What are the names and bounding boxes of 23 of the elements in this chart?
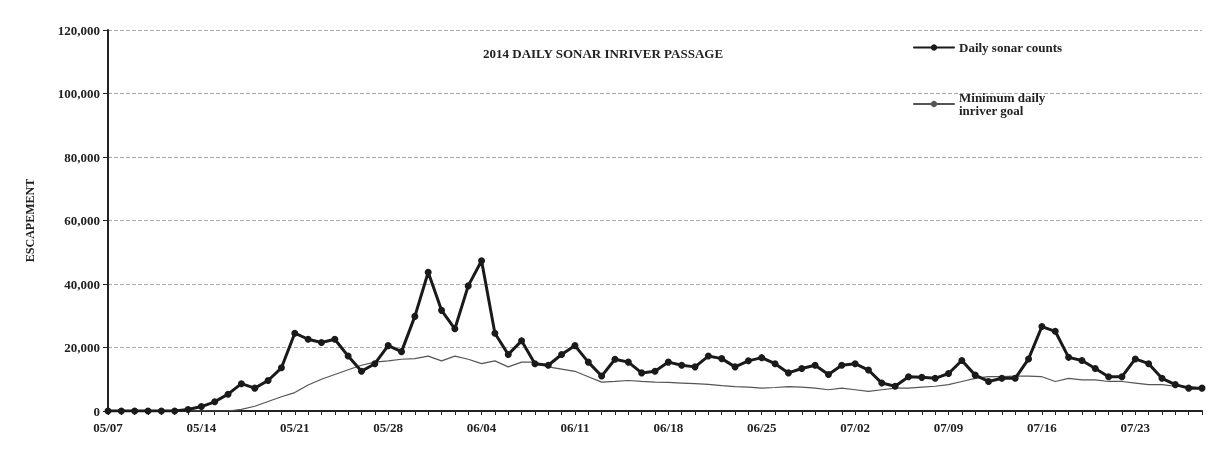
x-tick-label: 05/28: [373, 420, 404, 435]
legend-label: Daily sonar counts: [959, 40, 1063, 55]
x-tick-label: 07/23: [1120, 420, 1151, 435]
x-tick-label: 07/09: [933, 420, 964, 435]
y-tick-label: 120,000: [57, 22, 100, 38]
y-tick-label: 40,000: [64, 276, 100, 292]
x-tick-label: 06/18: [653, 420, 684, 435]
y-axis-title: ESCAPEMENT: [23, 178, 37, 263]
x-tick-label: 05/21: [279, 420, 310, 435]
x-tick-label: 07/16: [1027, 420, 1058, 435]
x-tick-label: 07/02: [840, 420, 870, 435]
y-tick-label: 60,000: [64, 213, 100, 228]
y-tick-label: 100,000: [57, 86, 100, 101]
x-tick-label: 05/07: [93, 420, 124, 435]
text: 2014 DAILY SONAR INRIVER PASSAGE: [483, 46, 724, 61]
x-tick-label: 06/04: [466, 420, 497, 435]
y-tick-label: 20,000: [64, 340, 100, 355]
y-tick-label: 80,000: [64, 149, 100, 165]
x-tick-label: 06/25: [746, 420, 778, 435]
legend-label: Minimum daily inriver goal: [959, 90, 1049, 118]
x-tick-label: 06/11: [560, 420, 590, 435]
y-tick-label: 0: [93, 403, 100, 419]
x-tick-label: 05/14: [186, 420, 217, 435]
